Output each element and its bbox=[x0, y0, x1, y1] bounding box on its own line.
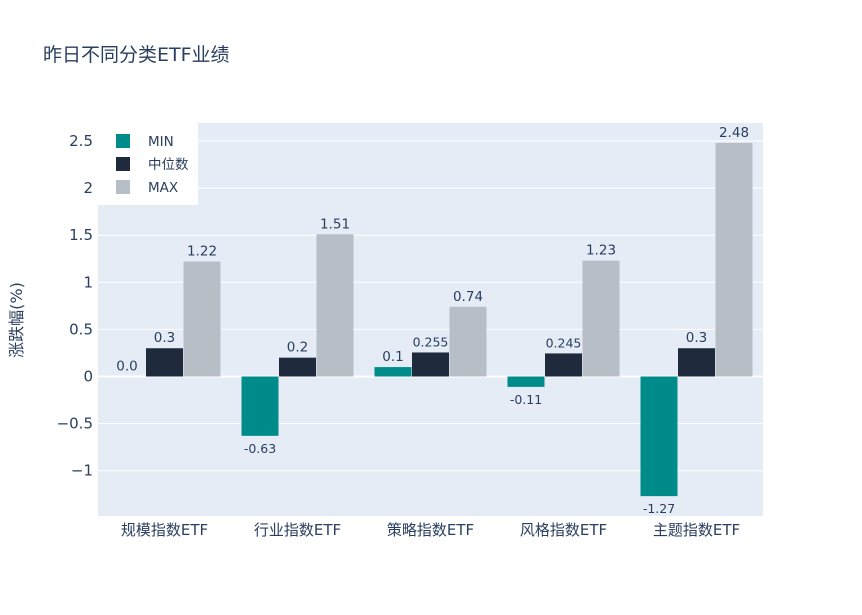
data-label-2-1: 1.51 bbox=[320, 216, 350, 232]
y-tick-label-0: −1 bbox=[71, 462, 93, 480]
x-tick-label-2: 策略指数ETF bbox=[387, 521, 474, 539]
x-axis-ticks: 规模指数ETF 行业指数ETF 策略指数ETF 风格指数ETF 主题指数ETF bbox=[121, 521, 740, 539]
bar-0-1[interactable] bbox=[241, 376, 279, 436]
x-tick-label-1: 行业指数ETF bbox=[254, 521, 341, 539]
data-label-0-3: -0.11 bbox=[510, 392, 542, 407]
data-label-1-3: 0.245 bbox=[546, 335, 582, 350]
data-label-1-1: 0.2 bbox=[287, 340, 308, 356]
bar-1-4[interactable] bbox=[678, 348, 715, 377]
data-label-1-0: 0.3 bbox=[154, 330, 175, 346]
data-label-1-4: 0.3 bbox=[686, 330, 707, 346]
y-tick-label-6: 2 bbox=[83, 179, 93, 197]
bar-1-3[interactable] bbox=[545, 353, 582, 377]
bar-2-0[interactable] bbox=[183, 261, 221, 377]
data-labels: 0.0 0.3 1.22 -0.63 0.2 1.51 0.1 0.255 0.74 -0.11 0… bbox=[116, 125, 749, 516]
y-tick-label-1: −0.5 bbox=[57, 415, 93, 433]
bar-2-1[interactable] bbox=[316, 234, 354, 377]
legend-label-2[interactable]: MAX bbox=[148, 180, 178, 196]
bar-2-4[interactable] bbox=[715, 142, 753, 377]
data-label-2-4: 2.48 bbox=[719, 125, 749, 141]
legend-swatch-0[interactable] bbox=[116, 134, 130, 148]
bar-0-2[interactable] bbox=[374, 367, 412, 377]
data-label-0-2: 0.1 bbox=[382, 349, 403, 365]
bar-1-1[interactable] bbox=[279, 357, 316, 377]
bars bbox=[146, 142, 753, 497]
data-label-2-2: 0.74 bbox=[453, 289, 483, 305]
y-tick-label-3: 0.5 bbox=[69, 320, 93, 338]
bar-0-3[interactable] bbox=[507, 376, 545, 387]
x-tick-label-4: 主题指数ETF bbox=[653, 521, 740, 539]
y-axis-label: 涨跌幅(%) bbox=[7, 282, 26, 358]
data-label-0-1: -0.63 bbox=[244, 441, 276, 456]
y-tick-label-2: 0 bbox=[83, 368, 93, 386]
legend-label-0[interactable]: MIN bbox=[148, 134, 174, 150]
data-label-1-2: 0.255 bbox=[413, 334, 449, 349]
legend-background bbox=[98, 123, 198, 205]
legend-swatch-1[interactable] bbox=[116, 157, 130, 171]
legend-swatch-2[interactable] bbox=[116, 180, 130, 194]
x-tick-label-0: 规模指数ETF bbox=[121, 521, 208, 539]
legend[interactable]: MIN 中位数 MAX bbox=[98, 123, 198, 205]
y-axis-ticks: −1 −0.5 0 0.5 1 1.5 2 2.5 bbox=[57, 132, 93, 480]
bar-1-0[interactable] bbox=[146, 348, 183, 377]
x-tick-label-3: 风格指数ETF bbox=[520, 521, 607, 539]
data-label-2-3: 1.23 bbox=[586, 243, 616, 259]
data-label-0-4: -1.27 bbox=[643, 501, 675, 516]
legend-label-1[interactable]: 中位数 bbox=[148, 157, 189, 173]
bar-0-4[interactable] bbox=[640, 376, 678, 497]
bar-2-2[interactable] bbox=[449, 306, 487, 377]
data-label-0-0: 0.0 bbox=[116, 359, 137, 375]
y-tick-label-7: 2.5 bbox=[69, 132, 93, 150]
data-label-2-0: 1.22 bbox=[187, 244, 217, 260]
y-tick-label-5: 1.5 bbox=[69, 226, 93, 244]
bar-1-2[interactable] bbox=[412, 352, 449, 377]
y-tick-label-4: 1 bbox=[83, 273, 93, 291]
chart-title: 昨日不同分类ETF业绩 bbox=[43, 44, 230, 66]
bar-2-3[interactable] bbox=[582, 260, 620, 377]
